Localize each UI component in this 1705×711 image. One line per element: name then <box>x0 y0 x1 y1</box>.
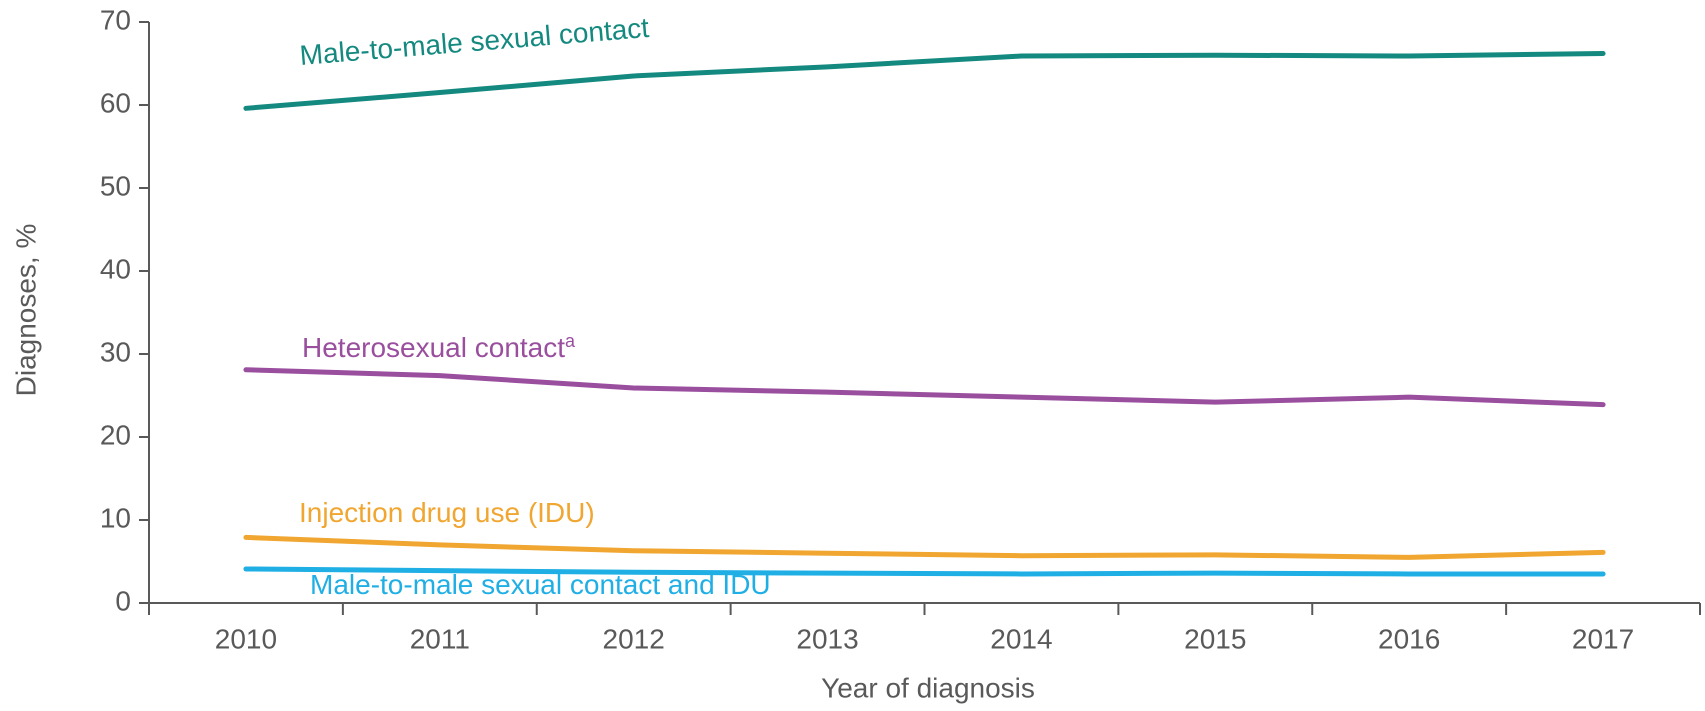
x-tick-label: 2016 <box>1378 623 1440 654</box>
series-label-name: Male-to-male sexual contact and IDU <box>310 569 771 600</box>
series-label: Injection drug use (IDU) <box>299 497 595 528</box>
x-axis-label: Year of diagnosis <box>821 672 1035 703</box>
series-line <box>243 534 1606 560</box>
series-label-name: Heterosexual contact <box>302 332 565 363</box>
y-tick-label: 30 <box>100 336 131 367</box>
series-line <box>243 51 1606 111</box>
y-tick-label: 60 <box>100 87 131 118</box>
x-tick-label: 2015 <box>1184 623 1246 654</box>
x-tick-label: 2012 <box>603 623 665 654</box>
series-label-superscript: a <box>565 331 576 351</box>
y-tick-label: 10 <box>100 502 131 533</box>
series-label: Heterosexual contacta <box>302 331 576 364</box>
series-line <box>243 367 1606 408</box>
y-tick-label: 70 <box>100 4 131 35</box>
y-tick-label: 0 <box>115 585 131 616</box>
y-tick-label: 20 <box>100 419 131 450</box>
y-tick-label: 40 <box>100 253 131 284</box>
x-tick-label: 2017 <box>1572 623 1634 654</box>
series-label: Male-to-male sexual contact and IDU <box>310 569 771 600</box>
x-tick-label: 2013 <box>796 623 858 654</box>
series-label-name: Injection drug use (IDU) <box>299 497 595 528</box>
series-label-name: Male-to-male sexual contact <box>299 12 651 71</box>
x-tick-label: 2014 <box>990 623 1052 654</box>
y-tick-label: 50 <box>100 170 131 201</box>
x-tick-label: 2011 <box>410 623 470 654</box>
y-axis-label: Diagnoses, % <box>10 224 41 397</box>
series-line <box>243 566 1606 577</box>
series-label: Male-to-male sexual contact <box>299 12 651 71</box>
x-tick-label: 2010 <box>215 623 277 654</box>
